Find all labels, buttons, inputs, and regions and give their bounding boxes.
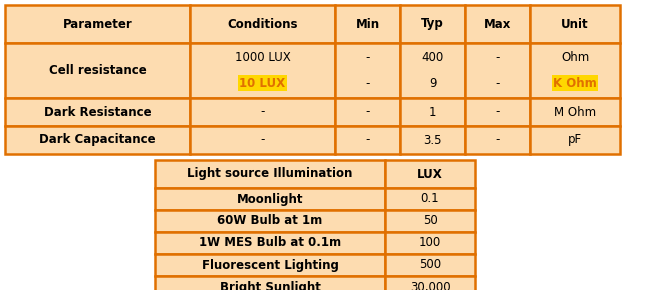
Text: -: - — [495, 106, 500, 119]
Text: M Ohm: M Ohm — [554, 106, 596, 119]
Text: Dark Resistance: Dark Resistance — [44, 106, 151, 119]
Text: 100: 100 — [419, 237, 441, 249]
Bar — [465, 98, 530, 126]
Bar — [400, 98, 465, 126]
Bar — [385, 160, 475, 188]
Bar — [400, 43, 465, 98]
Bar — [530, 98, 620, 126]
Text: Dark Capacitance: Dark Capacitance — [39, 133, 156, 146]
Bar — [155, 232, 385, 254]
Text: Typ: Typ — [421, 17, 444, 30]
Text: Moonlight: Moonlight — [237, 193, 303, 206]
Bar — [335, 5, 400, 43]
Text: 500: 500 — [419, 258, 441, 271]
Text: Fluorescent Lighting: Fluorescent Lighting — [201, 258, 339, 271]
Bar — [335, 126, 400, 154]
Bar — [530, 126, 620, 154]
Bar — [155, 160, 385, 188]
Bar — [385, 254, 475, 276]
Text: -: - — [366, 106, 370, 119]
Text: -: - — [366, 77, 370, 90]
Bar — [530, 5, 620, 43]
Bar — [5, 126, 190, 154]
Bar — [155, 276, 385, 290]
Text: pF: pF — [568, 133, 582, 146]
Text: 60W Bulb at 1m: 60W Bulb at 1m — [217, 215, 323, 227]
Bar — [465, 5, 530, 43]
Bar — [400, 126, 465, 154]
Text: 9: 9 — [429, 77, 436, 90]
Bar — [5, 43, 190, 98]
Text: K Ohm: K Ohm — [553, 77, 597, 90]
Bar — [155, 210, 385, 232]
Text: Parameter: Parameter — [63, 17, 133, 30]
Bar — [5, 5, 190, 43]
Text: 50: 50 — [422, 215, 438, 227]
Text: 1000 LUX: 1000 LUX — [234, 51, 290, 64]
Bar — [190, 43, 335, 98]
Text: -: - — [366, 133, 370, 146]
Text: -: - — [495, 133, 500, 146]
Text: Light source Illumination: Light source Illumination — [187, 168, 352, 180]
Bar — [385, 232, 475, 254]
Bar — [190, 98, 335, 126]
Text: 30,000: 30,000 — [410, 280, 450, 290]
Bar — [190, 126, 335, 154]
Bar — [465, 126, 530, 154]
Bar — [385, 210, 475, 232]
Text: 1: 1 — [429, 106, 436, 119]
Text: 400: 400 — [421, 51, 444, 64]
Text: 0.1: 0.1 — [420, 193, 440, 206]
Text: Max: Max — [484, 17, 512, 30]
Text: 10 LUX: 10 LUX — [240, 77, 286, 90]
Text: -: - — [495, 51, 500, 64]
Text: -: - — [495, 77, 500, 90]
Text: 3.5: 3.5 — [423, 133, 442, 146]
Text: Min: Min — [356, 17, 379, 30]
Bar — [385, 276, 475, 290]
Text: Cell resistance: Cell resistance — [49, 64, 147, 77]
Bar — [465, 43, 530, 98]
Bar — [400, 5, 465, 43]
Bar — [385, 188, 475, 210]
Text: -: - — [260, 106, 265, 119]
Bar — [190, 5, 335, 43]
Bar — [335, 98, 400, 126]
Text: Bright Sunlight: Bright Sunlight — [220, 280, 321, 290]
Bar — [155, 254, 385, 276]
Text: 1W MES Bulb at 0.1m: 1W MES Bulb at 0.1m — [199, 237, 341, 249]
Text: Unit: Unit — [561, 17, 589, 30]
Bar — [155, 188, 385, 210]
Bar — [530, 43, 620, 98]
Text: -: - — [366, 51, 370, 64]
Bar — [5, 98, 190, 126]
Text: Conditions: Conditions — [227, 17, 298, 30]
Bar — [335, 43, 400, 98]
Text: -: - — [260, 133, 265, 146]
Text: LUX: LUX — [417, 168, 443, 180]
Text: Ohm: Ohm — [561, 51, 589, 64]
